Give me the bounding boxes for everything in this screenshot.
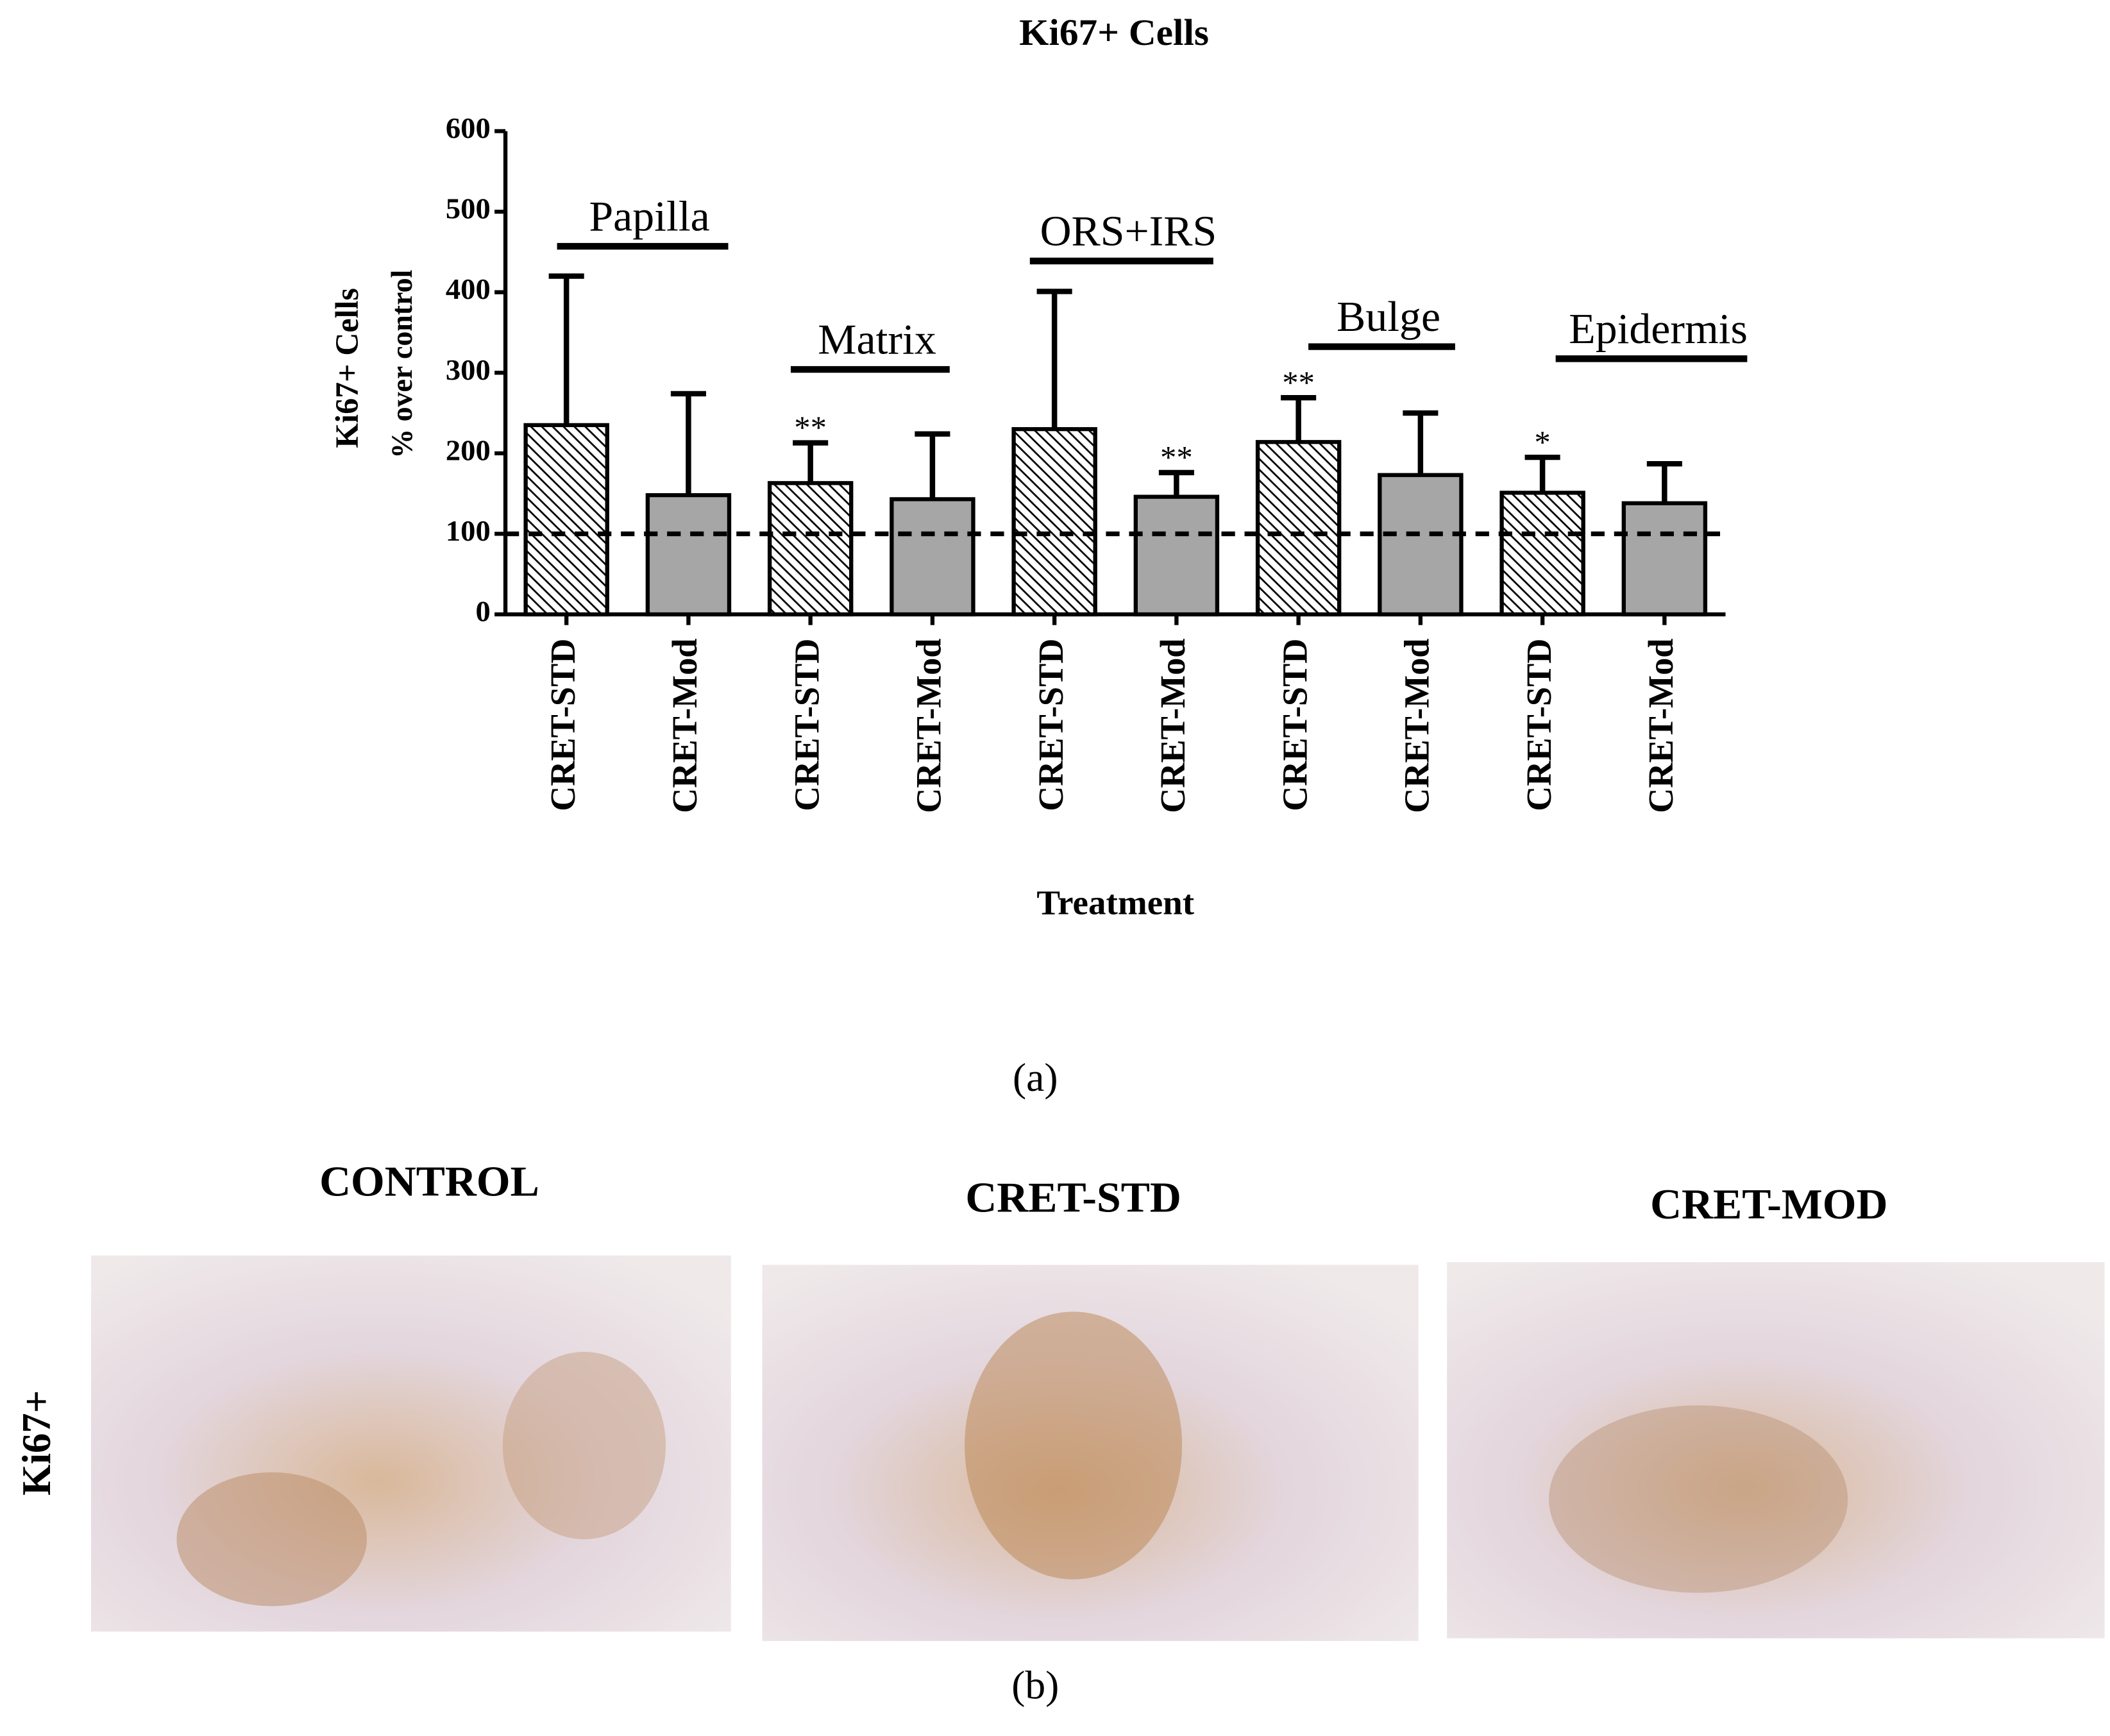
- bar: [890, 497, 975, 617]
- row-label: Ki67+: [14, 1390, 60, 1496]
- bar: [645, 493, 732, 617]
- bar: [523, 423, 609, 617]
- bar: [767, 481, 854, 617]
- stain: [176, 1472, 367, 1606]
- x-axis-label: Treatment: [1036, 883, 1194, 922]
- x-tick-label: CRET-STD: [1031, 639, 1070, 811]
- panel-label: (b): [1011, 1663, 1059, 1707]
- bar: [1621, 501, 1708, 617]
- bar: [1133, 494, 1220, 617]
- significance-label: **: [794, 410, 827, 446]
- group-label: Papilla: [589, 192, 710, 240]
- y-axis-label: % over control: [386, 270, 419, 459]
- y-tick-label: 300: [446, 354, 491, 387]
- significance-label: **: [1160, 439, 1193, 475]
- stain: [1549, 1405, 1848, 1593]
- bar: [1255, 440, 1342, 617]
- y-tick-label: 0: [475, 596, 490, 628]
- y-tick-label: 400: [446, 274, 491, 307]
- chart-title: Ki67+ Cells: [1019, 12, 1209, 53]
- stain: [502, 1351, 666, 1540]
- panel-label: (a): [1013, 1055, 1058, 1099]
- group-label: Epidermis: [1569, 305, 1748, 352]
- y-tick-label: 500: [446, 193, 491, 226]
- y-axis-label: Ki67+ Cells: [329, 288, 365, 448]
- column-label: CRET-MOD: [1650, 1180, 1887, 1227]
- micrograph: [1447, 1262, 2105, 1639]
- x-tick-label: CRET-Mod: [1397, 639, 1436, 813]
- y-tick-label: 600: [446, 112, 491, 145]
- group-label: Bulge: [1337, 293, 1440, 341]
- column-label: CRET-STD: [965, 1174, 1181, 1221]
- x-tick-label: CRET-Mod: [1641, 639, 1680, 813]
- group-label: Matrix: [818, 316, 936, 363]
- x-tick-label: CRET-Mod: [665, 639, 704, 813]
- x-tick-label: CRET-STD: [543, 639, 582, 811]
- significance-label: **: [1282, 364, 1315, 400]
- x-tick-label: CRET-STD: [1275, 639, 1314, 811]
- x-tick-label: CRET-STD: [787, 639, 826, 811]
- group-label: ORS+IRS: [1040, 207, 1217, 255]
- micrographs: [90, 1255, 2105, 1641]
- significance-label: *: [1534, 424, 1550, 460]
- y-tick-label: 100: [446, 515, 491, 548]
- bar: [1011, 427, 1097, 617]
- x-tick-label: CRET-Mod: [909, 639, 948, 813]
- stain: [965, 1311, 1183, 1580]
- column-label: CONTROL: [319, 1158, 539, 1205]
- bar: [1499, 491, 1585, 617]
- bar: [1378, 473, 1464, 617]
- y-tick-label: 200: [446, 435, 491, 468]
- x-tick-label: CRET-STD: [1519, 639, 1558, 811]
- x-tick-label: CRET-Mod: [1153, 639, 1192, 813]
